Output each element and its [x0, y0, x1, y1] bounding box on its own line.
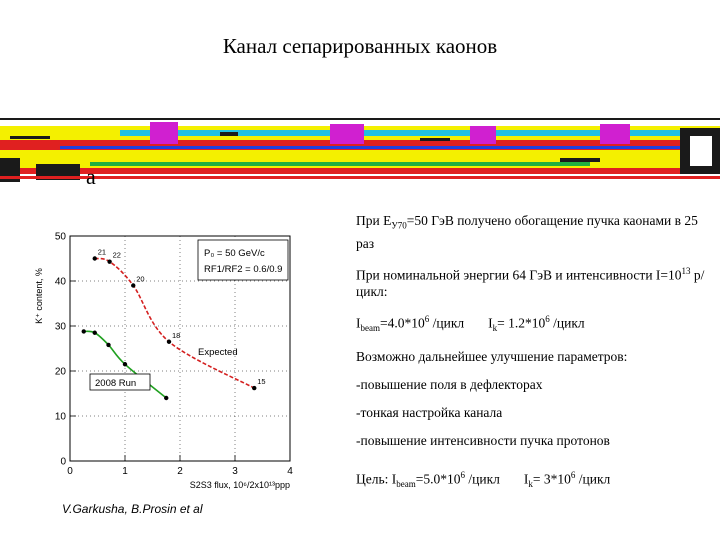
summary-text: При EУ70=50 ГэВ получено обогащение пучк… [356, 212, 716, 505]
data-point [106, 342, 111, 348]
improvement-heading: Возможно дальнейшее улучшение параметров… [356, 349, 628, 365]
point-label: 18 [172, 331, 180, 340]
legend-box [197, 239, 289, 281]
enrichment-statement: При EУ70=50 ГэВ получено обогащение пучк… [356, 213, 698, 251]
axis-ticks: 0 10 20 30 40 50 0 1 2 3 4 [55, 232, 293, 478]
improvement-item-tuning: -тонкая настройка канала [356, 405, 503, 421]
data-point [131, 283, 136, 288]
point-label: 21 [98, 248, 106, 257]
x-tick-label: 0 [67, 466, 73, 477]
data-point [164, 395, 169, 401]
data-point [92, 256, 97, 261]
y-tick-label: 30 [55, 322, 67, 333]
y-tick-label: 0 [60, 457, 66, 468]
y-tick-label: 40 [55, 277, 67, 288]
nominal-energy-statement: При номинальной энергии 64 ГэВ и интенси… [356, 265, 705, 300]
data-point [122, 362, 128, 367]
data-point [107, 259, 112, 264]
current-intensities: Ibeam=4.0*106 /цикл Ik= 1.2*106 /цикл [356, 314, 585, 334]
beamline-drawing [0, 118, 720, 186]
author-credit: V.Garkusha, B.Prosin et al [62, 502, 203, 516]
data-point [252, 385, 257, 391]
data-point [166, 339, 172, 344]
point-label: 15 [257, 377, 265, 386]
data-point [92, 330, 97, 335]
series-label-2008-run: 2008 Run [95, 378, 136, 389]
series-label-expected: Expected [198, 347, 238, 358]
slide-title: Канал сепарированных каонов [222, 34, 498, 58]
y-axis-label: K⁺ content, % [34, 268, 44, 324]
series-points: 21 22 20 18 15 [81, 248, 266, 401]
beamline-label: a [86, 164, 96, 189]
kaon-content-chart: 0 10 20 30 40 50 0 1 2 3 4 S2S3 flux, 10⁶/2x10¹³pp… [28, 226, 298, 496]
x-tick-label: 4 [287, 466, 293, 477]
y-tick-label: 50 [55, 232, 67, 243]
x-tick-label: 3 [232, 466, 238, 477]
y-tick-label: 10 [55, 412, 67, 423]
x-tick-label: 2 [177, 466, 183, 477]
x-tick-label: 1 [122, 466, 128, 477]
data-point [81, 329, 86, 334]
x-axis-label: S2S3 flux, 10⁶/2x10¹³ppp [190, 480, 290, 490]
goal-statement: Цель: Ibeam=5.0*106 /цикл Ik= 3*106 /цикл [356, 470, 611, 490]
legend-momentum: P₀ = 50 GeV/c [204, 248, 265, 259]
improvement-item-deflectors: -повышение поля в дефлекторах [356, 377, 543, 393]
improvement-item-intensity: -повышение интенсивности пучка протонов [356, 433, 610, 449]
legend-rf-ratio: RF1/RF2 = 0.6/0.9 [204, 264, 282, 275]
point-label: 22 [113, 251, 121, 260]
y-tick-label: 20 [55, 367, 67, 378]
series-label-box [89, 373, 151, 391]
point-label: 20 [136, 275, 144, 284]
